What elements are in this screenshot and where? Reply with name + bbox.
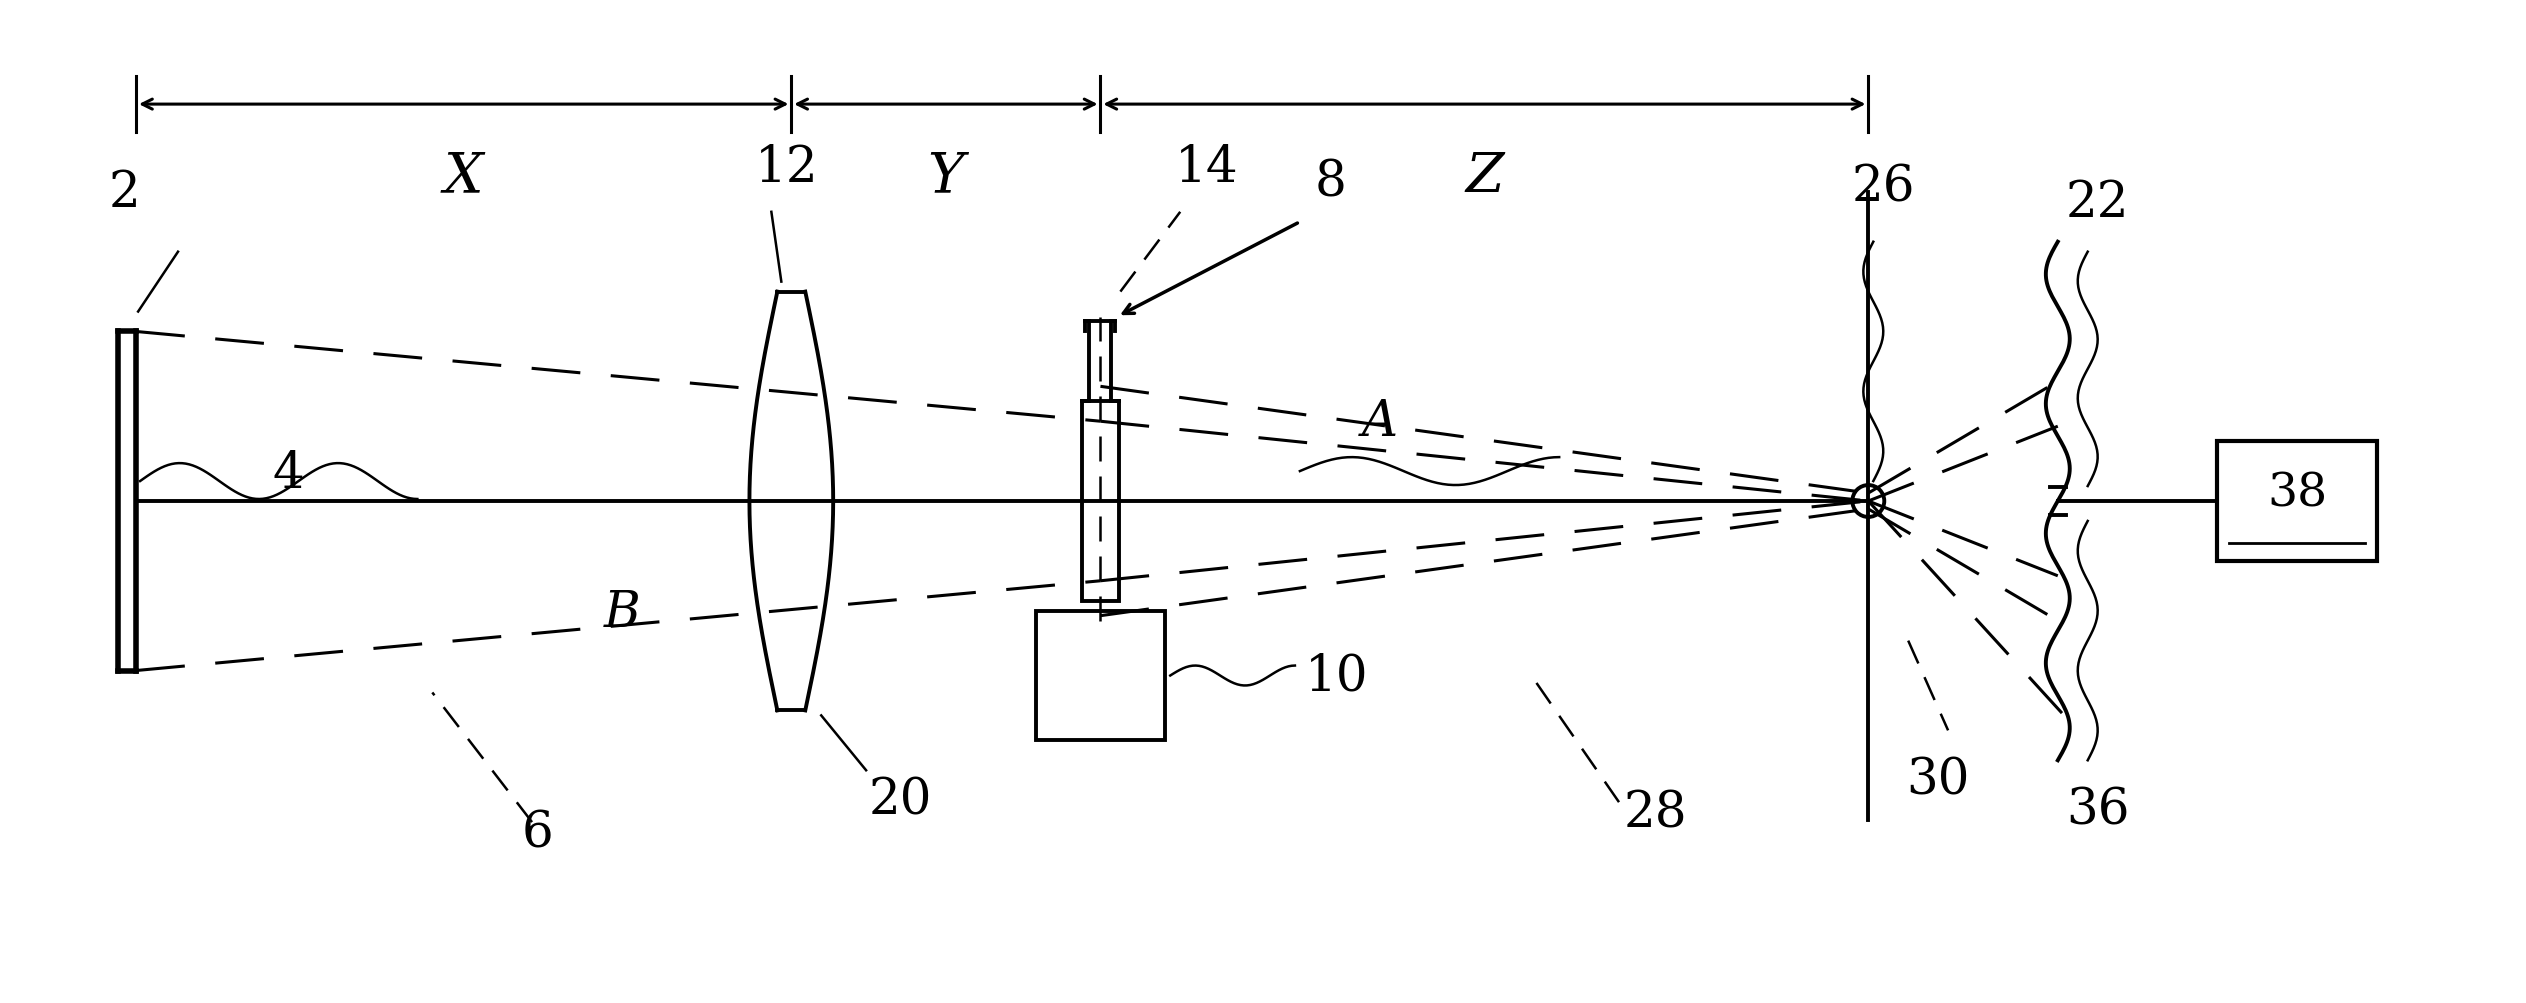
Bar bbox=[1081, 402, 1119, 601]
Text: 28: 28 bbox=[1624, 787, 1687, 838]
Text: 10: 10 bbox=[1306, 651, 1369, 700]
Text: 4: 4 bbox=[273, 449, 306, 498]
Text: A: A bbox=[1362, 397, 1397, 446]
Text: 38: 38 bbox=[2266, 471, 2326, 517]
Text: Z: Z bbox=[1465, 149, 1503, 205]
Text: 14: 14 bbox=[1175, 143, 1238, 193]
Text: 8: 8 bbox=[1316, 158, 1346, 208]
Text: 26: 26 bbox=[1852, 163, 1915, 213]
Text: 30: 30 bbox=[1907, 755, 1970, 805]
Text: 22: 22 bbox=[2066, 179, 2129, 228]
Text: B: B bbox=[604, 589, 639, 638]
Text: 6: 6 bbox=[520, 807, 553, 858]
Text: 2: 2 bbox=[109, 169, 139, 218]
Bar bbox=[1036, 611, 1164, 740]
Bar bbox=[2218, 441, 2377, 562]
Text: 12: 12 bbox=[755, 143, 818, 193]
Text: X: X bbox=[445, 149, 482, 205]
Text: 20: 20 bbox=[869, 775, 932, 824]
Text: 36: 36 bbox=[2066, 785, 2129, 834]
Text: Y: Y bbox=[927, 149, 965, 205]
